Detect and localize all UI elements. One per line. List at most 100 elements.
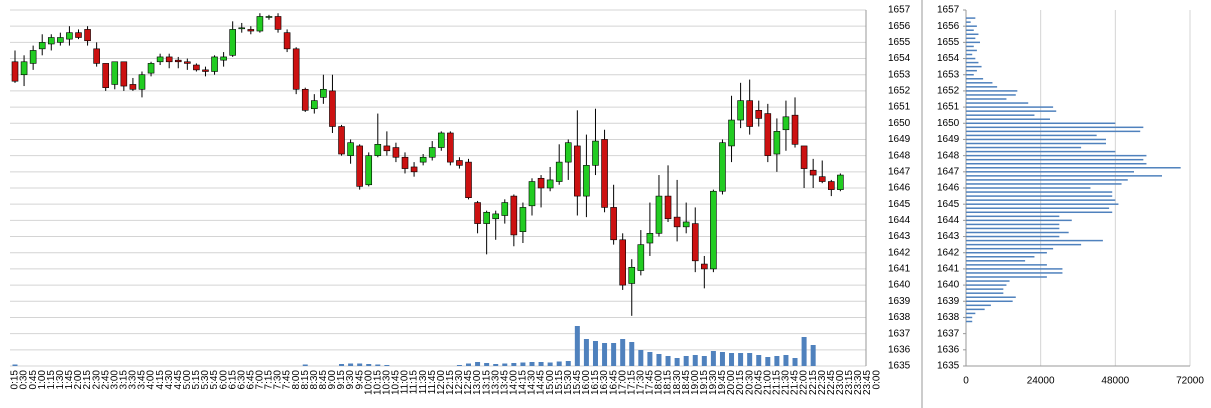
profile-bar [966,82,993,84]
candle-body [564,142,572,163]
profile-bar [966,183,1122,185]
profile-bar [966,231,1069,234]
x-tick-label: 18:15 [663,370,674,395]
volume-bar [484,363,490,366]
candle-body [256,16,264,32]
x-tick-label: 11:15 [409,370,420,395]
candle-body [827,181,835,190]
profile-bar [966,280,1010,282]
profile-bar [966,223,1060,226]
volume-bar [529,362,535,366]
profile-bar [966,17,976,19]
profile-bar [966,219,1072,222]
volume-bar [583,339,589,366]
candle-body [320,88,327,98]
x-tick-label: 8:30 [309,370,320,390]
x-tick-label: 4:15 [155,370,166,390]
y-tick-label: 1656 [937,21,960,32]
profile-bar [966,130,1141,133]
x-tick-label: 2:15 [82,370,93,390]
y-tick-label: 1639 [937,296,960,307]
y-tick-label: 1639 [888,296,911,307]
candle-body [347,142,354,156]
volume-bar [756,355,762,366]
profile-bar [966,102,1029,104]
candle-body [147,63,155,74]
y-tick-label: 1636 [888,344,911,355]
candle-body [238,27,246,30]
profile-bar [966,138,1106,141]
profile-bar [966,94,1016,96]
profile-bar [966,207,1110,209]
candle-body [447,132,454,163]
candle-body [383,145,391,152]
x-tick-label: 0:00 [871,370,882,390]
candle-body [719,142,726,192]
candle-body [247,29,255,32]
candle-body [211,56,218,72]
x-tick-label: 13:15 [481,370,492,395]
x-tick-label: 21:45 [790,370,801,395]
x-tick-label: 21:30 [781,370,792,395]
profile-bar [966,78,984,80]
profile-bar [966,142,1106,145]
candle-body [410,166,418,173]
profile-bar [966,134,1097,137]
candle-body [428,147,436,158]
profile-bar [966,114,1035,116]
profile-bar [966,187,1091,189]
profile-bar [966,296,1016,298]
candle-body [75,32,82,38]
candle-body [555,161,563,182]
profile-bar [966,284,1007,286]
x-tick-label: 22:00 [799,370,810,395]
candle-body [809,169,817,176]
volume-bar [810,345,816,366]
x-tick-label: 19:30 [708,370,719,395]
y-tick-label: 1651 [937,102,960,113]
profile-bar [966,276,1047,278]
candle-body [583,165,590,197]
x-tick-label: 1:45 [64,370,75,390]
x-tick-label: 20:30 [744,370,755,395]
x-tick-label: 8:15 [300,370,311,390]
y-tick-label: 1653 [888,69,911,80]
x-tick-label: 0:45 [28,370,39,390]
candle-body [156,56,164,63]
candle-body [202,69,209,72]
x-tick-label: 8:00 [291,370,302,390]
x-tick-label: 4:00 [146,370,157,390]
y-tick-label: 1638 [937,312,960,323]
y-tick-label: 1644 [888,215,911,226]
candle-body [283,32,291,50]
volume-bar [574,326,580,366]
y-tick-label: 1654 [888,53,911,64]
x-tick-label: 20:45 [753,370,764,395]
profile-bar [966,256,1035,258]
candle-body [655,195,663,234]
candle-body [664,195,672,220]
profile-bar [966,320,973,323]
x-tick-label: 3:45 [137,370,148,390]
profile-bar [966,239,1103,242]
y-tick-label: 1651 [888,102,911,113]
x-tick-label: 6:00 [218,370,229,390]
profile-bar [966,57,976,60]
x-tick-label: 16:30 [599,370,610,395]
volume-bar [592,341,598,366]
x-tick-label: 9:45 [354,370,365,390]
profile-bar [966,45,974,48]
y-tick-label: 1650 [888,118,911,129]
profile-bar [966,29,974,31]
candle-body [574,145,581,197]
candle-body [601,139,608,208]
x-tick-label: 0 [963,376,969,387]
x-tick-label: 5:15 [191,370,202,390]
x-tick-label: 15:30 [563,370,574,395]
volume-bar [692,355,698,366]
profile-bar [966,304,991,307]
candle-body [47,37,55,45]
candle-body [628,266,636,284]
y-tick-label: 1652 [937,86,960,97]
candle-body [800,145,808,169]
